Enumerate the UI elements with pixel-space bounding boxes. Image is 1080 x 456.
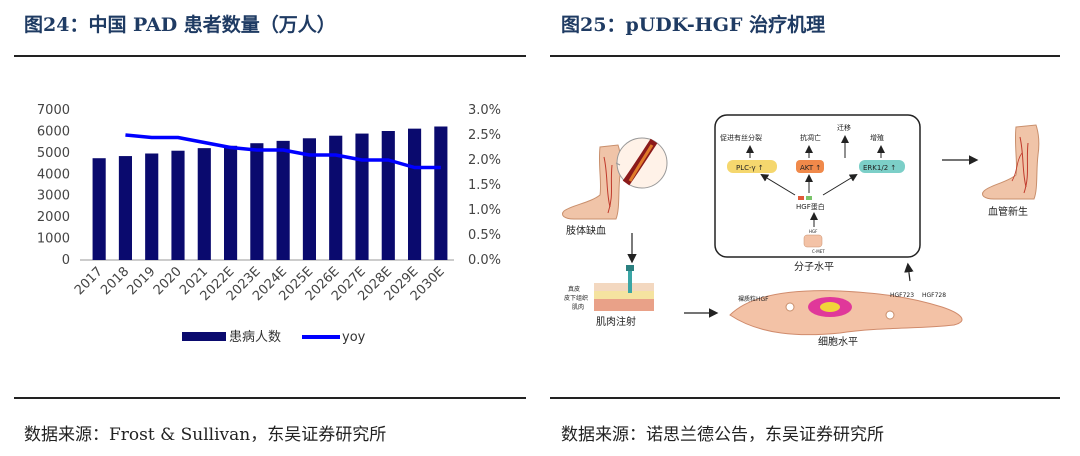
left-panel-title: 图24：中国 PAD 患者数量（万人） bbox=[24, 14, 336, 36]
pathway-plc-label: PLC-γ ↑ bbox=[736, 164, 764, 172]
pathway-akt-label: AKT ↑ bbox=[800, 164, 821, 172]
hgf723-label: HGF723 bbox=[890, 292, 914, 299]
left-source-note: 数据来源：Frost & Sullivan，东吴证券研究所 bbox=[24, 425, 387, 445]
right-panel-title: 图25：pUDK-HGF 治疗机理 bbox=[561, 14, 826, 36]
legend-bar-label: 患病人数 bbox=[229, 330, 281, 345]
x-tick-labels: 201720182019202020212022E2023E2024E2025E… bbox=[72, 264, 448, 304]
pathway-akt bbox=[796, 160, 824, 173]
right-axis-tick-label: 1.5% bbox=[468, 178, 501, 193]
cell-receptor-icon bbox=[803, 234, 823, 248]
molecular-level-label: 分子水平 bbox=[794, 261, 834, 273]
right-source-note: 数据来源：诺思兰德公告，东吴证券研究所 bbox=[561, 425, 884, 445]
x-tick-label: 2019 bbox=[125, 264, 159, 298]
left-axis-ticks: 0 1000 2000 3000 4000 5000 6000 7000 bbox=[37, 103, 70, 268]
layer-label-subcutaneous: 皮下组织 bbox=[564, 294, 588, 302]
right-axis-tick-label: 1.0% bbox=[468, 203, 501, 218]
right-title-rule bbox=[550, 55, 1060, 57]
right-axis-ticks: 0.0% 0.5% 1.0% 1.5% 2.0% 2.5% 3.0% bbox=[468, 103, 501, 268]
effect-label-mitosis: 促进有丝分裂 bbox=[720, 133, 762, 142]
bar-2024E bbox=[276, 140, 290, 260]
right-bottom-rule bbox=[550, 397, 1060, 399]
hgf728-label: HGF728 bbox=[922, 292, 946, 299]
cmet-label: C-MET bbox=[812, 249, 825, 254]
injection-label: 肌肉注射 bbox=[596, 315, 636, 328]
left-axis-tick-label: 1000 bbox=[37, 232, 70, 247]
right-axis-tick-label: 3.0% bbox=[468, 103, 501, 118]
yoy-line bbox=[125, 133, 441, 170]
layer-label-muscle: 肌肉 bbox=[572, 303, 584, 311]
bar-2029E bbox=[408, 128, 422, 260]
right-axis-tick-label: 0.0% bbox=[468, 253, 501, 268]
layer-label-dermis: 真皮 bbox=[568, 285, 580, 293]
bar-2019 bbox=[145, 153, 159, 260]
bar-2023E bbox=[250, 143, 264, 260]
bar-2027E bbox=[355, 133, 369, 260]
healthy-leg-illustration: 血管新生 bbox=[981, 124, 1040, 218]
bar-2026E bbox=[329, 135, 343, 260]
x-tick-label: 2018 bbox=[98, 264, 132, 298]
bar-2018 bbox=[118, 156, 132, 260]
left-axis-tick-label: 6000 bbox=[37, 124, 70, 139]
legend-line-label: yoy bbox=[342, 330, 366, 345]
bar-2022E bbox=[224, 145, 238, 260]
x-tick-label: 2020 bbox=[151, 264, 185, 298]
x-tick-label: 2017 bbox=[72, 264, 106, 298]
effect-label-proliferation: 增殖 bbox=[870, 133, 884, 142]
bar-2021 bbox=[197, 148, 211, 260]
right-axis-tick-label: 2.0% bbox=[468, 153, 501, 168]
left-bottom-rule bbox=[14, 397, 526, 399]
right-axis-tick-label: 2.5% bbox=[468, 128, 501, 143]
ischemia-label: 肢体缺血 bbox=[566, 224, 606, 237]
plasmid-label: 裸质粒HGF bbox=[738, 295, 769, 303]
molecular-level-box bbox=[714, 114, 921, 258]
cell-level-label: 细胞水平 bbox=[818, 335, 858, 348]
yoy-line-series bbox=[125, 133, 441, 170]
effect-label-anti-apoptosis: 抗凋亡 bbox=[800, 133, 821, 142]
hgf-protein-label: HGF蛋白 bbox=[796, 202, 825, 211]
pathway-plc bbox=[727, 160, 777, 173]
pudk-hgf-mechanism-diagram: 肢体缺血 真皮 皮下组织 肌肉 肌肉注射 裸质粒HGF HGF723 HGF72… bbox=[561, 114, 1040, 348]
bar-2025E bbox=[302, 138, 316, 260]
cell-level-illustration: 裸质粒HGF HGF723 HGF728 细胞水平 bbox=[729, 290, 963, 348]
effect-label-migration: 迁移 bbox=[837, 123, 851, 132]
bar-2017 bbox=[92, 158, 106, 260]
left-axis-tick-label: 5000 bbox=[37, 146, 70, 161]
hgf-small-label: HGF bbox=[809, 229, 818, 234]
bar-series bbox=[92, 126, 448, 260]
left-axis-tick-label: 4000 bbox=[37, 167, 70, 182]
outcome-label: 血管新生 bbox=[988, 205, 1028, 218]
left-axis-tick-label: 2000 bbox=[37, 210, 70, 225]
legend: 患病人数 yoy bbox=[182, 330, 366, 345]
left-axis-tick-label: 0 bbox=[62, 253, 70, 268]
pad-patients-chart: 0 1000 2000 3000 4000 5000 6000 7000 0.0% 0.5% 1.… bbox=[37, 103, 501, 345]
injection-tissue-illustration: 真皮 皮下组织 肌肉 肌肉注射 bbox=[564, 265, 654, 328]
legend-bar-swatch bbox=[182, 332, 226, 341]
left-title-rule bbox=[14, 55, 526, 57]
bar-2020 bbox=[171, 150, 185, 260]
ischemic-leg-illustration: 肢体缺血 bbox=[561, 137, 668, 237]
arrow-up-to-molecular bbox=[904, 262, 914, 282]
pathway-erk-label: ERK1/2 ↑ bbox=[863, 164, 896, 172]
pathway-erk bbox=[859, 160, 905, 173]
left-axis-tick-label: 7000 bbox=[37, 103, 70, 118]
left-axis-tick-label: 3000 bbox=[37, 189, 70, 204]
bar-2028E bbox=[381, 131, 395, 260]
right-axis-tick-label: 0.5% bbox=[468, 228, 501, 243]
bar-2030E bbox=[434, 126, 448, 260]
